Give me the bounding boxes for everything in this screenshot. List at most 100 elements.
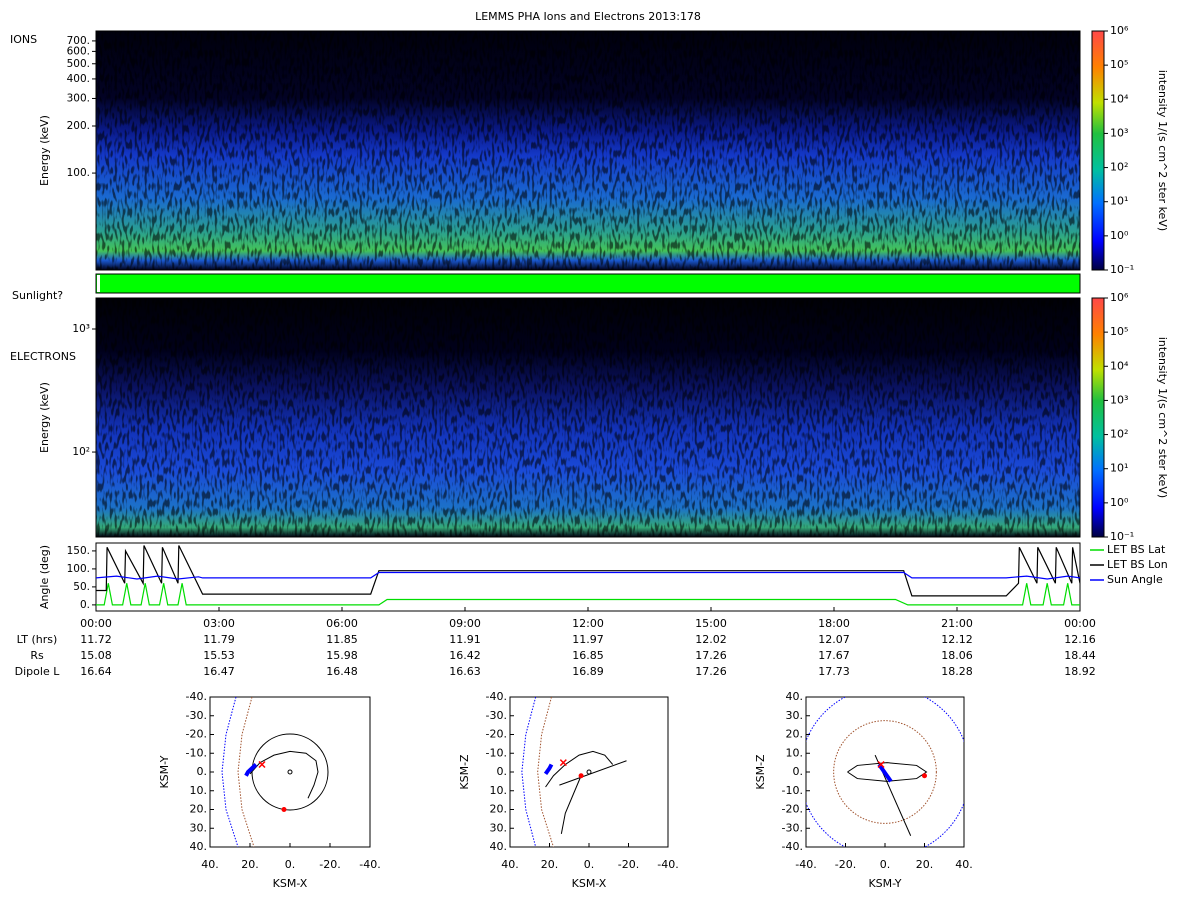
series-line <box>95 571 1081 580</box>
ephemeris-value: 11.91 <box>449 633 481 646</box>
ephemeris-value: 11.72 <box>80 633 112 646</box>
y-tick-label: 10³ <box>72 323 90 335</box>
x-tick-label: 20. <box>241 858 259 871</box>
plot-frame <box>95 542 1081 612</box>
colorbar-tick-label: 10⁻¹ <box>1110 530 1134 543</box>
ephemeris-value: 12.16 <box>1064 633 1096 646</box>
ephemeris-value: 17.73 <box>818 665 850 678</box>
y-tick-label: -10. <box>486 746 507 759</box>
ephemeris-value: 18.92 <box>1064 665 1096 678</box>
y-axis-label: Energy (keV) <box>38 115 51 186</box>
colorbar-tick-label: 10⁵ <box>1110 58 1128 71</box>
plot-area <box>521 697 627 847</box>
ephemeris-value: 11.79 <box>203 633 235 646</box>
x-tick-label: 03:00 <box>203 617 235 630</box>
y-tick-label: 50. <box>73 581 90 593</box>
x-tick-label: 09:00 <box>449 617 481 630</box>
orbit-curve <box>545 750 614 788</box>
y-tick-label: 40. <box>190 840 208 853</box>
panel-label: Sunlight? <box>12 289 63 302</box>
x-tick-label: 20. <box>541 858 559 871</box>
y-tick-label: -30. <box>486 709 507 722</box>
x-tick-label: 40. <box>955 858 973 871</box>
y-tick-label: 400. <box>67 73 90 85</box>
orbit-curve <box>559 760 627 786</box>
ephemeris-value: 16.47 <box>203 665 235 678</box>
y-tick-label: 0. <box>793 765 804 778</box>
orbit-curve <box>249 750 319 799</box>
ephemeris-value: 18.06 <box>941 649 973 662</box>
ephemeris-value: 11.85 <box>326 633 358 646</box>
x-tick-label: 0. <box>880 858 891 871</box>
plot-frame <box>95 297 1081 538</box>
plot-frame <box>95 30 1081 271</box>
colorbar-tick-label: 10³ <box>1110 393 1128 406</box>
y-tick-label: 0. <box>497 765 508 778</box>
colorbar-tick-label: 10⁶ <box>1110 24 1129 37</box>
colorbar-tick-label: 10⁴ <box>1110 92 1129 105</box>
y-tick-label: 10. <box>786 746 804 759</box>
x-tick-label: 40. <box>201 858 219 871</box>
y-tick-label: 30. <box>786 709 804 722</box>
ephemeris-label: Rs <box>30 649 44 662</box>
colorbar-tick-label: 10⁻¹ <box>1110 263 1134 276</box>
orbit-point <box>281 807 287 812</box>
orbit-curve <box>521 697 537 847</box>
x-tick-label: -20. <box>319 858 340 871</box>
y-tick-label: 500. <box>67 58 90 70</box>
colorbar-tick-label: 10⁴ <box>1110 359 1129 372</box>
plot-frame <box>209 696 371 848</box>
x-tick-label: 40. <box>501 858 519 871</box>
ephemeris-value: 15.98 <box>326 649 358 662</box>
chart-title: LEMMS PHA Ions and Electrons 2013:178 <box>475 10 701 23</box>
y-tick-label: -10. <box>186 746 207 759</box>
colorbar-tick-label: 10³ <box>1110 126 1128 139</box>
x-tick-label: -20. <box>835 858 856 871</box>
x-axis-label: KSM-X <box>273 877 308 890</box>
series-line <box>96 583 1080 606</box>
y-tick-label: 20. <box>190 803 208 816</box>
colorbar-label: intensity 1/(s cm^2 ster keV) <box>1156 337 1169 498</box>
colorbar-tick-label: 10¹ <box>1110 462 1128 475</box>
orbit-point <box>922 773 927 779</box>
y-tick-label: 300. <box>67 92 90 104</box>
y-tick-label: -20. <box>186 728 207 741</box>
ephemeris-value: 12.02 <box>695 633 727 646</box>
ephemeris-value: 16.64 <box>80 665 112 678</box>
panel-label: IONS <box>10 33 37 46</box>
x-tick-label: 00:00 <box>80 617 112 630</box>
x-tick-label: 06:00 <box>326 617 358 630</box>
orbit-circle <box>287 769 293 775</box>
x-tick-label: -40. <box>657 858 678 871</box>
y-tick-label: 10² <box>72 446 90 458</box>
ephemeris-value: 17.67 <box>818 649 850 662</box>
orbit-curve <box>847 762 928 782</box>
colorbar <box>1091 297 1105 538</box>
y-axis-label: Energy (keV) <box>38 382 51 453</box>
x-tick-label: 12:00 <box>572 617 604 630</box>
colorbar-tick-label: 10⁶ <box>1110 291 1129 304</box>
y-tick-label: 20. <box>490 803 508 816</box>
ephemeris-value: 18.28 <box>941 665 973 678</box>
ephemeris-value: 17.26 <box>695 649 727 662</box>
ephemeris-value: 16.48 <box>326 665 358 678</box>
y-tick-label: -40. <box>486 690 507 703</box>
colorbar-tick-label: 10⁵ <box>1110 325 1128 338</box>
y-tick-label: 0. <box>80 599 90 611</box>
legend-label: Sun Angle <box>1107 573 1163 586</box>
ephemeris-value: 12.12 <box>941 633 973 646</box>
y-tick-label: 20. <box>786 728 804 741</box>
orbit-curve <box>560 775 582 834</box>
sunlight-gap <box>97 275 100 292</box>
x-axis-label: KSM-X <box>572 877 607 890</box>
y-tick-label: 600. <box>67 45 90 57</box>
spectrogram-texture <box>96 298 1080 537</box>
ephemeris-value: 17.26 <box>695 665 727 678</box>
orbit-curve <box>877 763 893 783</box>
x-tick-label: 20. <box>916 858 934 871</box>
ephemeris-label: LT (hrs) <box>17 633 58 646</box>
y-tick-label: -40. <box>186 690 207 703</box>
y-tick-label: 10. <box>490 784 508 797</box>
x-tick-label: 15:00 <box>695 617 727 630</box>
